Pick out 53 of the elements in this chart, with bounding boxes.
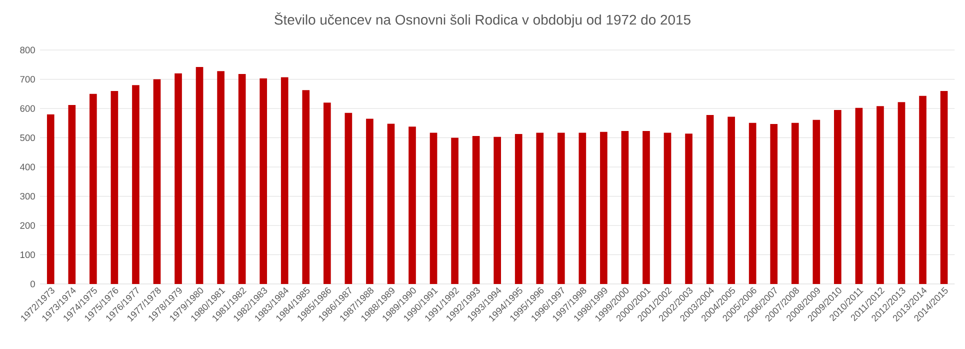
bar bbox=[132, 85, 140, 284]
bar bbox=[514, 134, 522, 284]
bar bbox=[919, 96, 926, 284]
bar bbox=[196, 66, 204, 284]
bar bbox=[46, 114, 54, 284]
bar bbox=[451, 138, 458, 284]
bar bbox=[664, 132, 672, 284]
bar bbox=[90, 94, 97, 284]
bar bbox=[387, 124, 395, 284]
bar bbox=[578, 132, 586, 284]
y-tick-label: 100 bbox=[20, 251, 35, 258]
bar bbox=[238, 74, 246, 284]
bar bbox=[110, 90, 118, 284]
y-tick-label: 600 bbox=[20, 105, 35, 112]
bar bbox=[366, 118, 374, 284]
bar bbox=[621, 131, 629, 284]
y-tick-label: 200 bbox=[20, 222, 35, 229]
bar bbox=[770, 124, 778, 284]
bar bbox=[748, 122, 756, 284]
bar bbox=[408, 126, 416, 284]
y-tick-label: 500 bbox=[20, 134, 35, 142]
y-tick-label: 300 bbox=[20, 192, 35, 200]
bar bbox=[834, 110, 842, 284]
chart-title: Število učencev na Osnovni šoli Rodica v obdobju od 1972 do 2015 bbox=[274, 12, 690, 28]
bar bbox=[557, 132, 565, 284]
bar bbox=[153, 79, 161, 284]
bar bbox=[174, 73, 182, 284]
y-tick-label: 400 bbox=[20, 164, 35, 170]
bar bbox=[260, 78, 268, 284]
bar bbox=[494, 136, 501, 284]
bar bbox=[302, 90, 310, 284]
bar bbox=[324, 102, 331, 284]
bar bbox=[812, 120, 820, 284]
bar bbox=[280, 77, 288, 284]
bar bbox=[940, 90, 948, 284]
bar bbox=[344, 112, 352, 284]
bar bbox=[430, 132, 438, 284]
bar bbox=[536, 132, 544, 284]
bar bbox=[68, 105, 76, 284]
bar bbox=[855, 108, 863, 284]
bar bbox=[472, 136, 480, 284]
bar bbox=[791, 122, 799, 284]
y-tick-label: 700 bbox=[20, 76, 35, 83]
bar bbox=[600, 132, 608, 284]
bar bbox=[642, 131, 650, 284]
bar bbox=[217, 71, 224, 284]
y-tick-label: 800 bbox=[20, 46, 35, 54]
bar bbox=[898, 102, 906, 284]
bar bbox=[706, 114, 714, 284]
bar bbox=[685, 134, 692, 284]
bar bbox=[876, 106, 884, 284]
bar bbox=[728, 116, 735, 284]
y-tick-label: 0 bbox=[30, 280, 35, 288]
